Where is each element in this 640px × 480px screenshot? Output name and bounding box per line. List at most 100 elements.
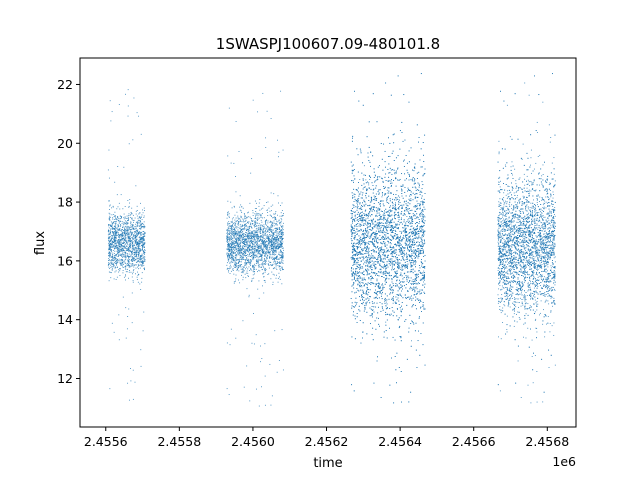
data-point — [277, 235, 279, 237]
data-point — [135, 242, 137, 244]
data-point — [272, 235, 274, 237]
data-point — [125, 252, 127, 254]
data-point — [232, 251, 234, 253]
data-point — [278, 220, 280, 222]
data-point — [235, 265, 236, 267]
data-point — [127, 230, 129, 232]
data-point — [251, 278, 253, 280]
data-point — [281, 246, 283, 248]
data-point — [139, 255, 141, 257]
data-point — [113, 245, 115, 247]
data-point — [282, 214, 284, 216]
data-point — [123, 261, 125, 263]
data-point — [231, 231, 232, 233]
data-point — [135, 246, 137, 248]
data-point — [238, 218, 240, 220]
data-point — [125, 233, 127, 235]
data-point — [268, 243, 270, 245]
data-point — [275, 261, 277, 263]
data-point — [275, 252, 277, 254]
data-point — [138, 257, 140, 259]
data-point — [243, 386, 245, 388]
data-point — [281, 267, 283, 269]
data-point — [279, 205, 281, 206]
data-point — [248, 211, 249, 213]
data-point — [249, 244, 251, 246]
data-point — [236, 250, 238, 252]
data-point — [281, 202, 283, 204]
data-point — [249, 244, 251, 246]
data-point — [280, 241, 282, 243]
data-point — [134, 252, 136, 253]
data-point — [235, 251, 237, 252]
data-point — [108, 263, 110, 265]
data-point — [113, 237, 115, 239]
data-point — [233, 282, 235, 284]
data-point — [253, 265, 255, 267]
data-point — [109, 388, 111, 390]
data-point — [269, 261, 271, 263]
data-point — [275, 231, 277, 233]
data-point — [139, 238, 141, 240]
data-point — [110, 277, 112, 279]
data-point — [129, 214, 131, 216]
data-point — [127, 115, 129, 117]
data-point — [141, 247, 143, 249]
data-point — [136, 261, 138, 263]
data-point — [136, 230, 138, 232]
data-point — [138, 240, 140, 241]
data-point — [127, 89, 129, 91]
data-point — [119, 226, 121, 228]
data-point — [282, 369, 284, 371]
data-point — [108, 258, 110, 260]
data-point — [136, 242, 138, 244]
data-point — [123, 242, 125, 243]
data-point — [112, 217, 114, 219]
data-point — [114, 181, 116, 183]
data-point — [114, 211, 116, 213]
data-point — [235, 267, 237, 268]
data-point — [277, 281, 279, 283]
data-point — [143, 242, 145, 244]
data-point — [259, 253, 261, 254]
data-point — [246, 263, 248, 265]
data-point — [238, 231, 240, 233]
data-point — [277, 238, 279, 240]
data-point — [116, 230, 118, 232]
data-point — [238, 240, 240, 242]
data-point — [109, 252, 111, 254]
data-point — [252, 242, 254, 244]
data-point — [273, 234, 275, 235]
data-point — [119, 235, 121, 237]
data-point — [252, 253, 254, 255]
data-point — [269, 240, 271, 242]
data-point — [238, 253, 239, 255]
data-point — [123, 267, 125, 268]
data-point — [264, 404, 266, 406]
data-point — [135, 185, 137, 187]
data-point — [237, 265, 239, 267]
data-point — [274, 251, 276, 253]
data-point — [282, 269, 284, 271]
data-point — [114, 246, 116, 248]
data-point — [264, 269, 266, 271]
data-point — [134, 252, 136, 254]
data-point — [233, 228, 235, 230]
data-point — [123, 256, 125, 257]
data-point — [274, 239, 276, 241]
data-point — [109, 217, 111, 218]
data-point — [260, 235, 262, 237]
data-point — [275, 224, 277, 226]
data-point — [112, 218, 114, 220]
data-point — [258, 253, 260, 255]
data-point — [229, 238, 231, 240]
data-point — [143, 244, 145, 246]
data-point — [236, 244, 238, 246]
data-point — [231, 207, 233, 209]
data-point — [276, 248, 278, 250]
data-point — [124, 246, 126, 248]
data-point — [128, 238, 130, 240]
data-point — [234, 252, 236, 253]
data-point — [119, 234, 121, 236]
data-point — [123, 234, 124, 236]
